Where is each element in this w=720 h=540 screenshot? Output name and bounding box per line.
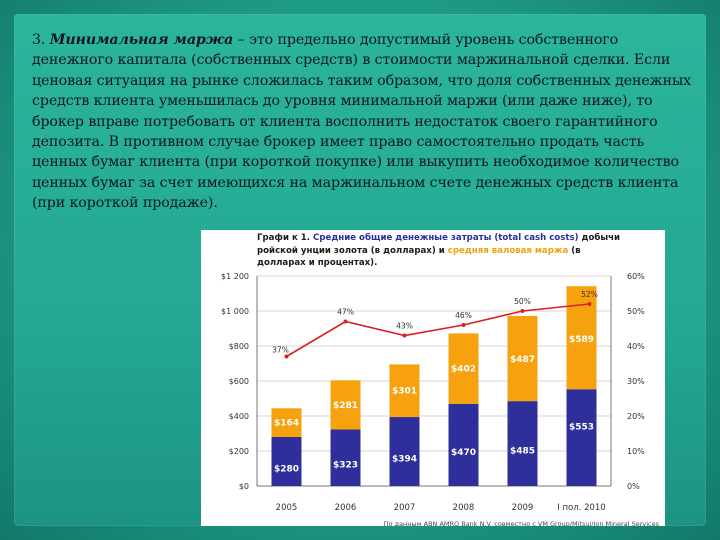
bar-gross-margin-label: $402 [451, 365, 476, 375]
bar-gross-margin [448, 333, 479, 404]
chart-title-blue: Средние общие денежные затраты (total ca… [313, 233, 579, 243]
margin-percent-point [520, 309, 525, 313]
chart-title-prefix: Графи к 1. [257, 233, 314, 243]
x-tick-label: 2008 [453, 503, 475, 513]
bar-gross-margin [566, 286, 597, 390]
y-right-tick-label: 0% [627, 482, 640, 491]
chart-plot: $0 $200 $400 $600 $800 $1 000 $1 200 0% 10% 20% 30… [221, 272, 660, 526]
x-tick-label: 2007 [394, 503, 416, 513]
chart: Графи к 1. Средние общие денежные затрат… [201, 230, 665, 526]
bar-cash-cost [271, 437, 302, 486]
y-right-tick-label: 20% [627, 412, 645, 421]
y-right-tick-label: 30% [627, 377, 645, 386]
y-right-tick-label: 10% [627, 447, 645, 456]
chart-title-mid: добычи [578, 233, 621, 243]
bar-cash-cost [389, 417, 420, 486]
bar-cash-cost-label: $485 [510, 447, 535, 457]
y-left-tick-label: $0 [239, 482, 249, 491]
bar-cash-cost-label: $394 [392, 455, 417, 465]
y-left-tick-label: $200 [229, 447, 249, 456]
chart-footnote: По данным ABN AMRO Bank N.V. совместно с… [384, 520, 660, 526]
y-left-tick-label: $1 200 [221, 272, 249, 281]
bar-cash-cost-label: $553 [569, 423, 594, 433]
margin-percent-line [286, 303, 590, 358]
definition-paragraph: 3. Минимальная маржа – это предельно доп… [32, 30, 700, 214]
bar-cash-cost [330, 429, 361, 486]
x-tick-label: I пол. 2010 [557, 503, 605, 513]
bar-gross-margin [330, 380, 361, 430]
margin-percent-label: 52% [581, 290, 598, 299]
margin-percent-label: 43% [396, 322, 413, 331]
y-left-tick-label: $600 [229, 377, 249, 386]
margin-percent-point [343, 319, 348, 324]
y-right-tick-label: 40% [627, 342, 645, 351]
bar-gross-margin [507, 315, 538, 402]
y-left-tick-label: $400 [229, 412, 249, 421]
item-number: 3. [32, 32, 46, 48]
margin-percent-label: 47% [337, 308, 354, 317]
bar-cash-cost [507, 401, 538, 486]
bar-gross-margin-label: $589 [569, 335, 594, 345]
margin-percent-label: 50% [514, 297, 531, 306]
chart-title-line2-prefix: ройской унции золота (в долларах) и [257, 245, 448, 256]
margin-percent-label: 37% [272, 346, 289, 355]
bar-gross-margin-label: $164 [274, 419, 299, 429]
margin-percent-point [587, 302, 592, 306]
bar-gross-margin-label: $281 [333, 401, 358, 411]
bar-cash-cost-label: $323 [333, 461, 358, 471]
chart-title-orange: средняя валовая маржа [447, 245, 569, 256]
bar-gross-margin [271, 408, 302, 437]
chart-title: Графи к 1. Средние общие денежные затрат… [257, 232, 661, 270]
x-tick-label: 2005 [276, 503, 298, 513]
margin-percent-point [284, 354, 289, 359]
slide: 3. Минимальная маржа – это предельно доп… [14, 14, 706, 526]
y-left-tick-label: $800 [229, 342, 249, 351]
chart-title-line2-suffix: (в [568, 245, 581, 256]
term: Минимальная маржа [49, 32, 234, 48]
margin-percent-label: 46% [455, 311, 472, 320]
margin-percent-point [461, 323, 466, 327]
bar-cash-cost-label: $280 [274, 465, 299, 475]
bar-gross-margin [389, 364, 420, 418]
y-right-tick-label: 50% [627, 307, 645, 316]
bar-gross-margin-label: $301 [392, 387, 417, 397]
bar-cash-cost [448, 403, 479, 486]
chart-title-line3: долларах и процентах). [257, 258, 378, 268]
bar-cash-cost-label: $470 [451, 448, 476, 458]
margin-percent-point [402, 333, 407, 338]
x-tick-label: 2009 [512, 503, 534, 513]
y-right-tick-label: 60% [627, 272, 645, 281]
definition-text: – это предельно допустимый уровень собст… [32, 32, 692, 212]
y-left-tick-label: $1 000 [221, 307, 249, 316]
bar-gross-margin-label: $487 [510, 355, 535, 365]
x-tick-label: 2006 [335, 503, 357, 513]
bar-cash-cost [566, 389, 597, 486]
